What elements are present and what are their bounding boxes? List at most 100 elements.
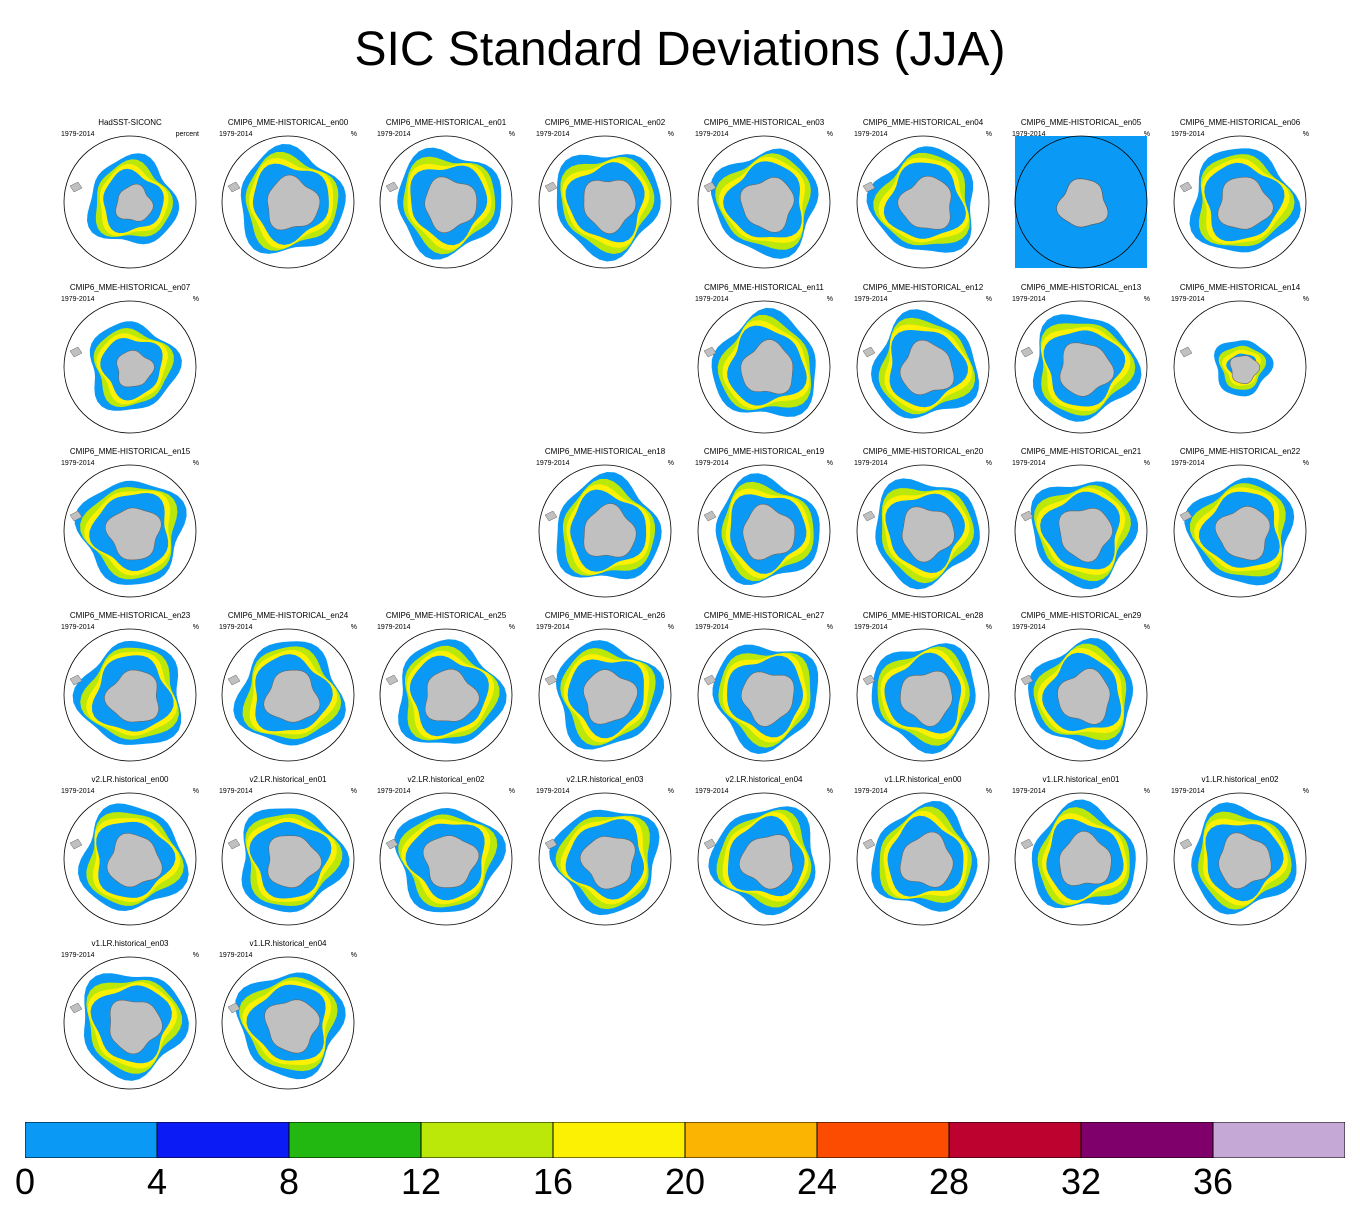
polar-map	[63, 956, 197, 1090]
colorbar-label: 32	[1060, 1161, 1102, 1202]
panel-period: 1979-2014	[1012, 296, 1046, 303]
map-panel: v2.LR.historical_en03 1979-2014%	[530, 775, 680, 933]
panel-title: CMIP6_MME-HISTORICAL_en29	[1020, 611, 1142, 620]
colorbar-label: 16	[532, 1161, 574, 1202]
panel-unit: %	[1143, 624, 1150, 631]
polar-map	[63, 464, 197, 598]
polar-map	[856, 628, 990, 762]
colorbar-label: 12	[400, 1161, 442, 1202]
polar-map	[221, 956, 355, 1090]
panel-title: CMIP6_MME-HISTORICAL_en00	[227, 118, 349, 127]
panel-period: 1979-2014	[536, 788, 570, 795]
panel-unit: %	[192, 460, 199, 467]
panel-unit: %	[192, 296, 199, 303]
panel-title: v2.LR.historical_en02	[407, 775, 485, 784]
map-panel: CMIP6_MME-HISTORICAL_en12 1979-2014%	[848, 283, 998, 441]
panel-unit: %	[985, 296, 992, 303]
panel-unit: %	[508, 131, 515, 138]
map-panel: CMIP6_MME-HISTORICAL_en19 1979-2014%	[689, 447, 839, 605]
panel-unit: %	[1143, 296, 1150, 303]
panel-period: 1979-2014	[219, 788, 253, 795]
figure-title: SIC Standard Deviations (JJA)	[354, 23, 1006, 76]
panel-unit: %	[1143, 460, 1150, 467]
panel-title: CMIP6_MME-HISTORICAL_en21	[1020, 447, 1142, 456]
panel-period: 1979-2014	[536, 131, 570, 138]
map-panel: CMIP6_MME-HISTORICAL_en22 1979-2014%	[1165, 447, 1315, 605]
panel-title: CMIP6_MME-HISTORICAL_en27	[703, 611, 825, 620]
panel-period: 1979-2014	[61, 624, 95, 631]
map-panel: v1.LR.historical_en02 1979-2014%	[1165, 775, 1315, 933]
panel-title: CMIP6_MME-HISTORICAL_en02	[544, 118, 666, 127]
panel-title: v1.LR.historical_en04	[249, 939, 327, 948]
panel-title: v2.LR.historical_en00	[91, 775, 169, 784]
polar-map	[1173, 464, 1307, 598]
polar-map	[697, 628, 831, 762]
polar-map	[1173, 792, 1307, 926]
panel-period: 1979-2014	[536, 624, 570, 631]
polar-map	[697, 792, 831, 926]
panel-title: CMIP6_MME-HISTORICAL_en11	[704, 283, 824, 292]
panel-grid: HadSST-SICONC 1979-2014 percent CMIP6_MME-H…	[55, 118, 1315, 1090]
panel-unit: %	[1302, 131, 1309, 138]
panel-title: v1.LR.historical_en03	[91, 939, 169, 948]
panel-title: CMIP6_MME-HISTORICAL_en06	[1179, 118, 1301, 127]
panel-period: 1979-2014	[695, 460, 729, 467]
polar-map	[63, 135, 197, 269]
panel-unit: %	[667, 460, 674, 467]
panel-period: 1979-2014	[61, 460, 95, 467]
panel-title: CMIP6_MME-HISTORICAL_en18	[544, 447, 666, 456]
panel-unit: %	[985, 131, 992, 138]
map-panel: HadSST-SICONC 1979-2014 percent	[55, 118, 205, 276]
colorbar-swatch	[552, 1122, 686, 1158]
colorbar-swatch	[684, 1122, 818, 1158]
polar-map	[63, 628, 197, 762]
panel-period: 1979-2014	[695, 788, 729, 795]
panel-unit: percent	[175, 131, 199, 138]
panel-title: CMIP6_MME-HISTORICAL_en15	[69, 447, 191, 456]
panel-period: 1979-2014	[695, 624, 729, 631]
map-panel: CMIP6_MME-HISTORICAL_en24 1979-2014%	[213, 611, 363, 769]
map-panel: CMIP6_MME-HISTORICAL_en14 1979-2014%	[1165, 283, 1315, 441]
panel-title: v2.LR.historical_en03	[566, 775, 644, 784]
panel-period: 1979-2014	[377, 788, 411, 795]
polar-map	[1173, 135, 1307, 269]
panel-period: 1979-2014	[1171, 788, 1205, 795]
colorbar-swatch	[288, 1122, 422, 1158]
colorbar-swatch	[816, 1122, 950, 1158]
polar-map	[379, 628, 513, 762]
panel-title: CMIP6_MME-HISTORICAL_en07	[69, 283, 191, 292]
panel-period: 1979-2014	[854, 624, 888, 631]
panel-unit: %	[350, 952, 357, 959]
colorbar-swatch	[156, 1122, 290, 1158]
map-panel: CMIP6_MME-HISTORICAL_en01 1979-2014%	[371, 118, 521, 276]
panel-period: 1979-2014	[219, 131, 253, 138]
polar-map	[1014, 135, 1148, 269]
polar-map	[538, 628, 672, 762]
panel-title: CMIP6_MME-HISTORICAL_en25	[385, 611, 507, 620]
colorbar-label: 36	[1192, 1161, 1234, 1202]
panel-period: 1979-2014	[61, 952, 95, 959]
panel-unit: %	[1143, 131, 1150, 138]
panel-unit: %	[1143, 788, 1150, 795]
map-panel: CMIP6_MME-HISTORICAL_en28 1979-2014%	[848, 611, 998, 769]
map-panel: v1.LR.historical_en01 1979-2014%	[1006, 775, 1156, 933]
panel-title: CMIP6_MME-HISTORICAL_en24	[227, 611, 349, 620]
map-panel: CMIP6_MME-HISTORICAL_en13 1979-2014%	[1006, 283, 1156, 441]
panel-unit: %	[985, 788, 992, 795]
panel-period: 1979-2014	[219, 624, 253, 631]
map-panel: CMIP6_MME-HISTORICAL_en29 1979-2014%	[1006, 611, 1156, 769]
map-panel: CMIP6_MME-HISTORICAL_en06 1979-2014%	[1165, 118, 1315, 276]
map-panel: CMIP6_MME-HISTORICAL_en15 1979-2014%	[55, 447, 205, 605]
panel-period: 1979-2014	[219, 952, 253, 959]
polar-map	[697, 464, 831, 598]
panel-period: 1979-2014	[1171, 131, 1205, 138]
panel-unit: %	[985, 460, 992, 467]
polar-map	[221, 135, 355, 269]
panel-unit: %	[667, 624, 674, 631]
panel-title: v2.LR.historical_en04	[725, 775, 803, 784]
panel-title: v1.LR.historical_en00	[884, 775, 962, 784]
panel-title: CMIP6_MME-HISTORICAL_en14	[1179, 283, 1301, 292]
panel-period: 1979-2014	[1012, 460, 1046, 467]
panel-period: 1979-2014	[1171, 296, 1205, 303]
panel-unit: %	[667, 131, 674, 138]
